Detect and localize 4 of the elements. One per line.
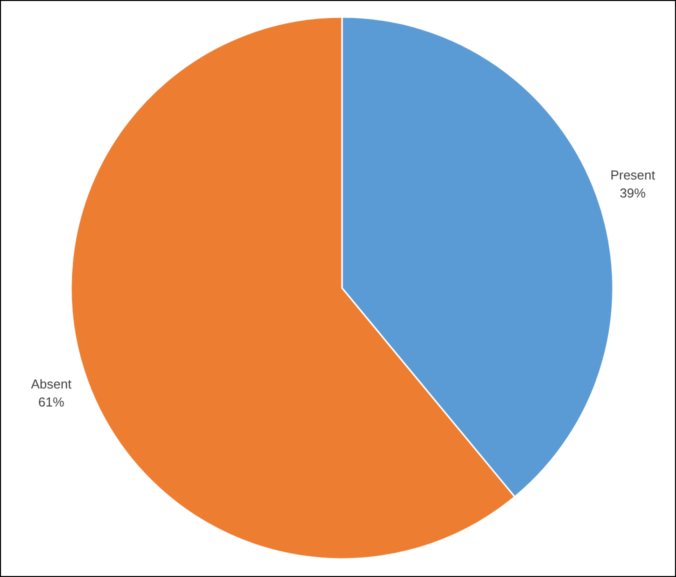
slice-label: Absent <box>31 376 72 392</box>
data-label: 39% <box>620 185 646 200</box>
slice-label: Present <box>610 167 656 182</box>
data-label: 61% <box>38 394 65 410</box>
